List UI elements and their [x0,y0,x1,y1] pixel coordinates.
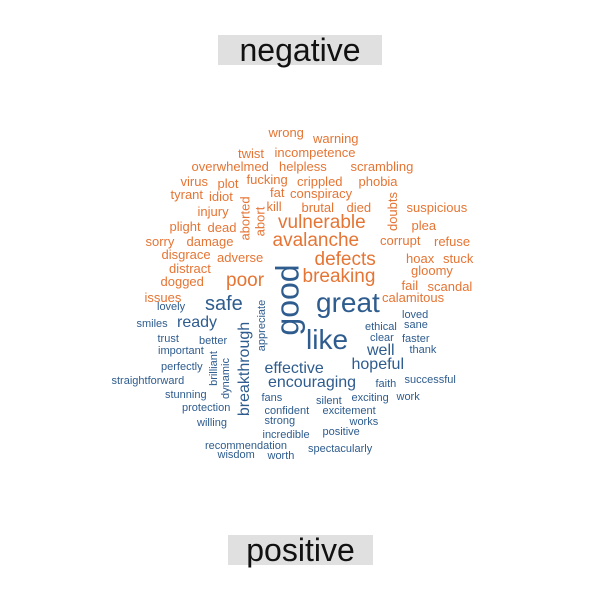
word-spectacularly: spectacularly [308,442,373,455]
word-brutal: brutal [301,199,335,215]
word-gloomy: gloomy [411,262,453,278]
word-perfectly: perfectly [161,360,203,373]
word-strong: strong [264,414,296,427]
word-suspicious: suspicious [406,199,468,215]
word-warning: warning [313,130,359,146]
word-works: works [349,415,379,428]
word-defects: defects [314,248,376,270]
word-brilliant: brilliant [207,350,220,386]
word-tyrant: tyrant [170,186,204,202]
word-virus: virus [180,173,208,189]
word-stuck: stuck [443,250,474,266]
word-vulnerable: vulnerable [278,211,366,233]
word-plot: plot [217,175,239,191]
word-wisdom: wisdom [217,448,255,461]
word-hoax: hoax [406,250,435,266]
word-silent: silent [316,394,342,407]
word-effective: effective [264,360,324,377]
word-kill: kill [266,198,282,214]
word-fans: fans [261,391,283,404]
word-confident: confident [264,404,310,417]
word-dead: dead [207,219,237,235]
word-clear: clear [370,331,394,344]
word-damage: damage [186,233,234,249]
word-helpless: helpless [279,158,327,174]
word-corrupt: corrupt [380,232,421,248]
word-scandal: scandal [427,278,473,294]
word-work: work [396,390,420,403]
word-sorry: sorry [145,233,175,249]
word-hopeful: hopeful [351,356,405,373]
word-twist: twist [238,145,264,161]
word-better: better [199,334,228,347]
negative-group-label: negative [218,34,382,66]
word-crippled: crippled [297,173,343,189]
word-great: great [316,287,380,318]
word-plight: plight [169,218,201,234]
word-willing: willing [197,416,227,429]
word-appreciate: appreciate [255,299,268,351]
word-trust: trust [157,332,179,345]
word-avalanche: avalanche [272,229,360,251]
word-encouraging: encouraging [268,374,357,391]
word-refuse: refuse [434,233,471,249]
word-fat: fat [270,184,285,200]
word-abort: abort [252,206,268,236]
word-good: good [269,264,306,336]
word-worth: worth [267,449,295,462]
word-important: important [158,344,204,357]
word-doubts: doubts [384,191,400,231]
word-well: well [367,342,395,359]
word-faster: faster [402,332,430,345]
word-like: like [306,324,349,355]
word-recommendation: recommendation [205,439,287,452]
word-faith: faith [375,377,397,390]
word-sane: sane [404,318,428,331]
word-safe: safe [205,293,243,315]
word-dogged: dogged [160,273,204,289]
word-issues: issues [144,289,182,305]
word-positive: positive [322,425,360,438]
word-fucking: fucking [246,171,288,187]
word-smiles: smiles [136,317,168,330]
word-adverse: adverse [217,249,264,265]
word-loved: loved [402,308,429,321]
word-distract: distract [169,260,211,276]
word-successful: successful [404,373,456,386]
word-stunning: stunning [165,388,207,401]
positive-group-label: positive [228,534,373,566]
word-plea: plea [411,217,437,233]
word-thank: thank [409,343,437,356]
word-incompetence: incompetence [274,144,356,160]
word-straightforward: straightforward [111,374,185,387]
word-disgrace: disgrace [161,246,211,262]
word-conspiracy: conspiracy [290,185,353,201]
word-scrambling: scrambling [350,158,414,174]
word-idiot: idiot [209,188,233,204]
word-protection: protection [182,401,231,414]
word-ready: ready [177,314,218,331]
word-breakthrough: breakthrough [236,321,254,417]
word-exciting: exciting [351,391,389,404]
word-breaking: breaking [302,265,376,287]
word-phobia: phobia [358,173,398,189]
word-dynamic: dynamic [219,357,232,399]
word-injury: injury [197,203,229,219]
word-lovely: lovely [157,300,186,313]
word-ethical: ethical [365,320,397,333]
word-incredible: incredible [262,428,310,441]
word-poor: poor [226,269,265,291]
word-calamitous: calamitous [382,289,445,305]
word-aborted: aborted [237,195,253,241]
word-overwhelmed: overwhelmed [191,158,269,174]
word-fail: fail [401,277,419,293]
word-died: died [346,199,372,215]
word-excitement: excitement [322,404,376,417]
word-wrong: wrong [268,124,304,140]
